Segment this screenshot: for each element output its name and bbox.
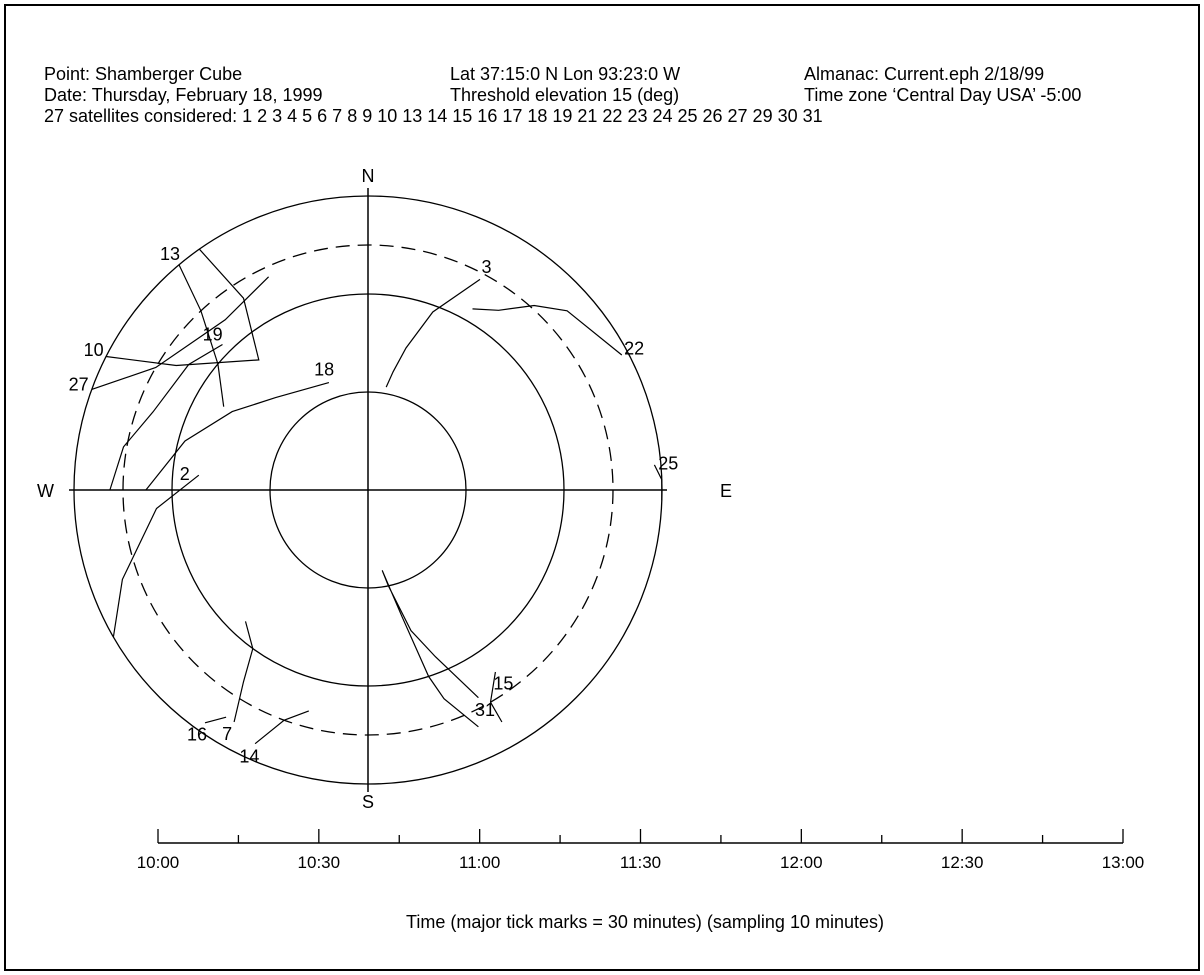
satellite-track-2 — [112, 474, 200, 638]
satellite-track-3 — [385, 278, 481, 388]
satellite-track-27 — [91, 276, 270, 390]
latlon-text: Lat 37:15:0 N Lon 93:23:0 W — [450, 64, 681, 84]
satellite-label-18: 18 — [314, 359, 334, 379]
almanac-text: Almanac: Current.eph 2/18/99 — [804, 64, 1045, 84]
satellite-label-3: 3 — [481, 257, 491, 277]
threshold-text: Threshold elevation 15 (deg) — [450, 85, 680, 105]
satellite-label-7: 7 — [222, 724, 232, 744]
time-tick-label: 11:00 — [459, 853, 500, 872]
satellite-track-22 — [472, 304, 623, 356]
satellite-track-13 — [178, 264, 225, 407]
date-text: Date: Thursday, February 18, 1999 — [44, 85, 323, 105]
satellite-track-10 — [105, 248, 260, 367]
satellite-label-22: 22 — [624, 339, 644, 359]
time-tick-label: 13:00 — [1102, 853, 1145, 872]
timezone-text: Time zone ‘Central Day USA’ -5:00 — [804, 85, 1082, 105]
satellite-track-16 — [204, 716, 227, 724]
satellite-label-27: 27 — [69, 375, 89, 395]
satellite-track-14 — [254, 710, 310, 745]
time-tick-label: 12:30 — [941, 853, 984, 872]
satellite-label-13: 13 — [160, 244, 180, 264]
satellite-track-19 — [109, 343, 223, 491]
direction-west: W — [37, 481, 54, 501]
satellite-track-18 — [145, 382, 330, 491]
satellite-label-14: 14 — [239, 747, 259, 767]
time-tick-label: 11:30 — [620, 853, 661, 872]
plot-frame — [4, 4, 1200, 971]
satellite-track-25 — [653, 464, 663, 501]
satellite-label-10: 10 — [84, 340, 104, 360]
satellite-label-25: 25 — [658, 454, 678, 474]
satellite-track-15 — [489, 671, 503, 723]
satellite-track-7 — [233, 621, 254, 723]
timeline: 10:00 10:30 11:00 11:30 12:00 12:30 13:00 — [137, 829, 1145, 872]
direction-north: N — [362, 166, 375, 186]
time-tick-label: 10:30 — [298, 853, 341, 872]
satellite-label-2: 2 — [180, 464, 190, 484]
point-text: Point: Shamberger Cube — [44, 64, 243, 84]
satellite-track-31 — [381, 570, 479, 728]
time-tick-label: 10:00 — [137, 853, 180, 872]
direction-east: E — [720, 481, 732, 501]
time-tick-label: 12:00 — [780, 853, 823, 872]
satellite-label-15: 15 — [493, 673, 513, 693]
satellite-label-31: 31 — [475, 700, 495, 720]
satellite-label-16: 16 — [187, 724, 207, 744]
satellites-text: 27 satellites considered: 1 2 3 4 5 6 7 … — [44, 106, 823, 126]
satellite-label-19: 19 — [203, 325, 223, 345]
direction-south: S — [362, 792, 374, 812]
skyplot: N S W E 3 22 31 25 15 18 14 7 16 2 19 13 27 10 — [37, 166, 732, 812]
timeline-xlabel: Time (major tick marks = 30 minutes) (sa… — [406, 912, 884, 932]
